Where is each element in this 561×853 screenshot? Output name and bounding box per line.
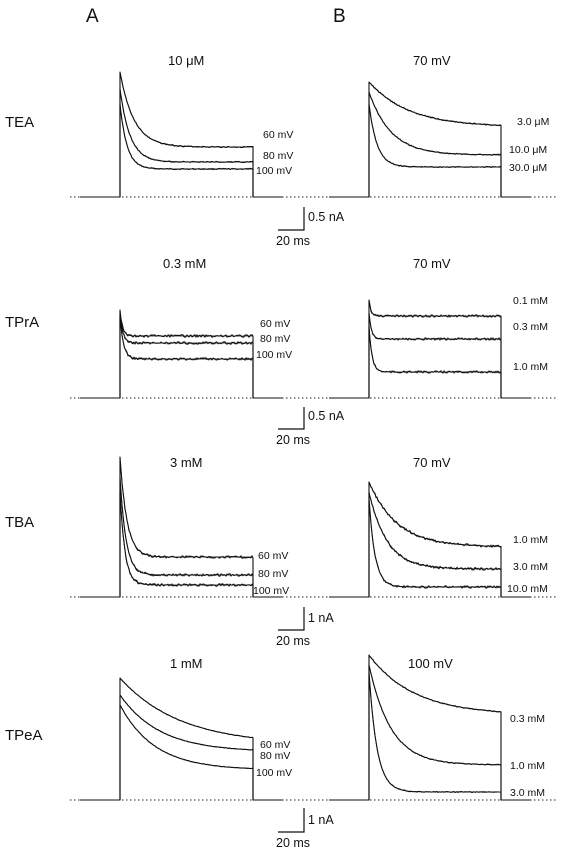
trace-label: 0.3 mM — [513, 321, 548, 333]
trace-label: 100 mV — [256, 165, 292, 177]
trace-label: 80 mV — [260, 750, 290, 762]
panel-letter-a: A — [86, 6, 99, 27]
row-label-tpea: TPeA — [5, 727, 43, 744]
trace-label: 60 mV — [263, 129, 293, 141]
scale-time-label: 20 ms — [276, 836, 310, 850]
condition-tba-b: 70 mV — [413, 455, 451, 470]
exponential-fit-line — [369, 512, 501, 588]
trace-label: 60 mV — [260, 318, 290, 330]
scale-bar-tpra: 0.5 nA 20 ms — [276, 407, 345, 447]
exponential-fit-line — [369, 338, 501, 373]
exponential-fit-line — [120, 706, 253, 769]
trace-label: 100 mV — [256, 349, 292, 361]
trace-label: 30.0 μM — [509, 162, 547, 174]
scale-current-label: 1 nA — [308, 813, 334, 827]
exponential-fit-line — [120, 95, 253, 163]
exponential-fit-line — [369, 82, 501, 126]
exponential-fit-line — [369, 94, 501, 156]
trace-label: 80 mV — [260, 333, 290, 345]
exponential-fit-line — [120, 508, 253, 586]
scale-bar-lines — [278, 808, 305, 833]
row-label-tba: TBA — [5, 514, 34, 531]
scale-bar-lines — [278, 207, 305, 231]
exponential-fit-line — [120, 112, 253, 170]
scale-current-label: 0.5 nA — [308, 409, 345, 423]
exponential-fit-line — [120, 318, 253, 337]
exponential-fit-line — [120, 678, 254, 739]
trace-label: 100 mV — [253, 585, 289, 597]
condition-tpea-b: 100 mV — [408, 656, 453, 671]
exponential-fit-line — [120, 470, 253, 558]
exponential-fit-line — [369, 111, 501, 168]
exponential-fit-line — [120, 696, 253, 751]
trace-label: 10.0 μM — [509, 144, 547, 156]
trace-label: 1.0 mM — [513, 534, 548, 546]
exponential-fit-line — [369, 496, 501, 570]
trace-label: 1.0 mM — [513, 361, 548, 373]
exponential-fit-line — [369, 321, 501, 340]
trace-label: 3.0 mM — [510, 787, 545, 799]
exponential-fit-line — [369, 306, 501, 317]
trace-label: 80 mV — [258, 568, 288, 580]
exponential-fit-line — [369, 669, 502, 766]
condition-tea-a: 10 μM — [168, 53, 204, 68]
scale-current-label: 1 nA — [308, 611, 334, 625]
trace-label: 100 mV — [256, 767, 292, 779]
exponential-fit-line — [120, 326, 253, 360]
trace-label: 10.0 mM — [507, 583, 548, 595]
trace-label: 3.0 mM — [513, 561, 548, 573]
exponential-fit-line — [120, 77, 253, 148]
scale-bar-lines — [278, 407, 305, 430]
trace-label: 80 mV — [263, 150, 293, 162]
condition-tpra-a: 0.3 mM — [163, 256, 206, 271]
row-label-tpra: TPrA — [5, 314, 39, 331]
exponential-fit-line — [369, 686, 501, 793]
trace-label: 60 mV — [260, 739, 290, 751]
exponential-fit-line — [120, 491, 253, 576]
scale-bar-tba: 1 nA 20 ms — [276, 607, 334, 648]
scale-time-label: 20 ms — [276, 634, 310, 648]
condition-tpra-b: 70 mV — [413, 256, 451, 271]
trace-layer — [80, 71, 531, 801]
panel-letter-b: B — [333, 6, 346, 27]
current-trace-3.0-mM — [329, 491, 531, 598]
exponential-fit-line — [369, 656, 502, 713]
trace-label: 0.3 mM — [510, 713, 545, 725]
condition-tba-a: 3 mM — [170, 455, 203, 470]
condition-tea-b: 70 mV — [413, 53, 451, 68]
scale-time-label: 20 ms — [276, 234, 310, 248]
trace-label: 60 mV — [258, 550, 288, 562]
exponential-fit-line — [369, 484, 501, 547]
row-label-tea: TEA — [5, 114, 34, 131]
scale-bar-tpea: 1 nA 20 ms — [276, 808, 334, 850]
exponential-fit-line — [120, 321, 253, 344]
trace-label: 3.0 μM — [517, 116, 549, 128]
current-trace-80-mV — [80, 476, 283, 598]
scale-bar-tea: 0.5 nA 20 ms — [276, 207, 345, 248]
scale-current-label: 0.5 nA — [308, 210, 345, 224]
scale-bar-lines — [278, 607, 305, 631]
trace-label: 1.0 mM — [510, 760, 545, 772]
condition-tpea-a: 1 mM — [170, 656, 203, 671]
current-trace-100-mV — [80, 315, 283, 399]
scale-time-label: 20 ms — [276, 433, 310, 447]
trace-label: 0.1 mM — [513, 295, 548, 307]
